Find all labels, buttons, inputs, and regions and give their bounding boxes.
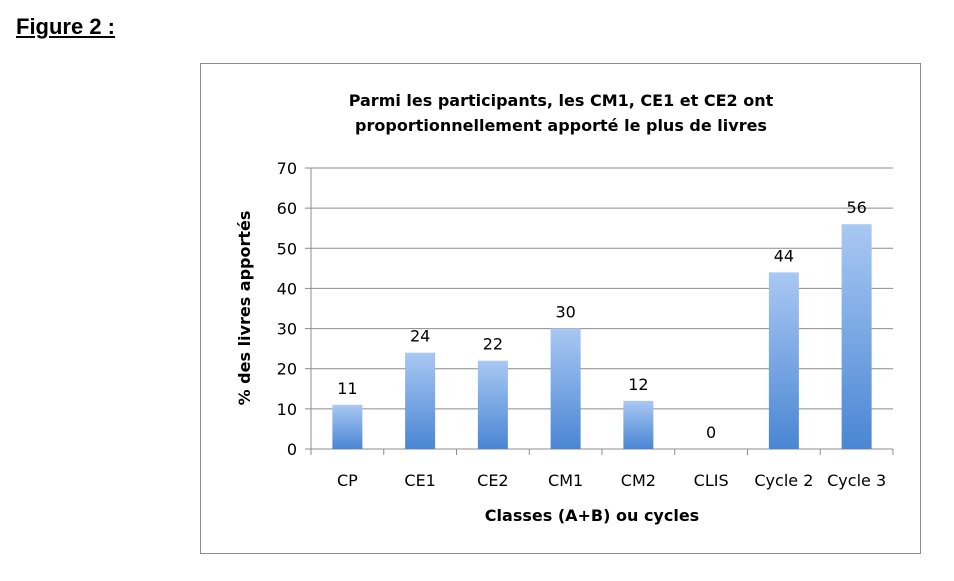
- data-label: 12: [628, 375, 648, 394]
- y-tick-label: 0: [287, 440, 297, 459]
- chart-title-line-2: proportionnellement apporté le plus de l…: [355, 116, 767, 135]
- y-tick-label: 40: [277, 279, 297, 298]
- data-label: 22: [483, 335, 503, 354]
- data-label: 30: [555, 303, 575, 322]
- x-tick-label: CP: [337, 471, 358, 490]
- y-axis-ticks: 0 10 20 30 40 50 60 70: [277, 159, 297, 459]
- x-tick-label: Cycle 2: [754, 471, 813, 490]
- x-axis-title: Classes (A+B) ou cycles: [485, 506, 699, 525]
- chart-title: Parmi les participants, les CM1, CE1 et …: [349, 91, 774, 135]
- bar-ce1: [405, 352, 436, 449]
- chart-title-line-1: Parmi les participants, les CM1, CE1 et …: [349, 91, 774, 110]
- data-label: 44: [774, 246, 794, 265]
- x-axis-ticks: CP CE1 CE2 CM1 CM2 CLIS Cycle 2 Cycle 3: [337, 471, 886, 490]
- x-tick-label: CE2: [477, 471, 508, 490]
- x-tick-label: CLIS: [694, 471, 729, 490]
- bar-cm1: [550, 328, 581, 449]
- y-tick-label: 30: [277, 320, 297, 339]
- y-axis-title: % des livres apportés: [235, 211, 254, 406]
- y-tick-label: 60: [277, 199, 297, 218]
- y-tick-label: 70: [277, 159, 297, 178]
- x-tick-label: Cycle 3: [827, 471, 886, 490]
- data-label: 24: [410, 327, 430, 346]
- x-tick-label: CM2: [621, 471, 656, 490]
- data-label: 0: [706, 423, 716, 442]
- bar-ce2: [477, 360, 508, 449]
- bars: [332, 224, 872, 449]
- bar-cycle-3: [841, 224, 872, 449]
- figure-label: Figure 2 :: [16, 14, 116, 39]
- data-label: 11: [337, 379, 357, 398]
- chart-frame: [200, 63, 921, 554]
- data-label: 56: [846, 198, 866, 217]
- bar-cm2: [623, 400, 654, 449]
- y-tick-label: 50: [277, 239, 297, 258]
- data-labels: 11 24 22 30 12 0 44 56: [337, 198, 867, 442]
- y-tick-label: 10: [277, 400, 297, 419]
- bar-cycle-2: [768, 272, 799, 449]
- y-tick-label: 20: [277, 360, 297, 379]
- gridlines: [305, 167, 894, 455]
- bar-cp: [332, 404, 363, 449]
- x-tick-label: CE1: [404, 471, 435, 490]
- x-tick-label: CM1: [548, 471, 583, 490]
